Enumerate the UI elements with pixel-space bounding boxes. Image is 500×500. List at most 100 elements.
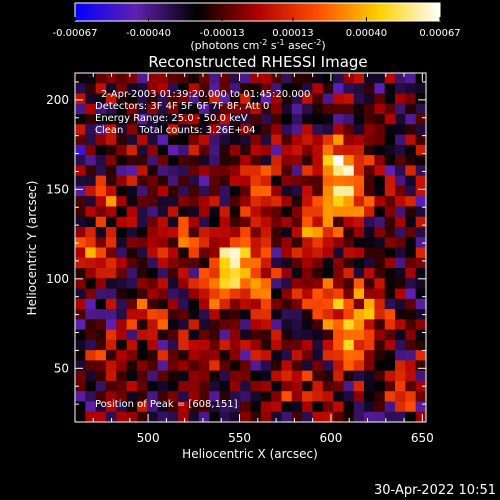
heatmap-cell (85, 298, 97, 310)
heatmap-cell (291, 114, 303, 125)
heatmap-cell (374, 216, 386, 228)
x-tick-label: 650 (411, 431, 434, 445)
heatmap-cell (343, 237, 355, 249)
heatmap-cell (209, 196, 221, 208)
heatmap-cell (343, 247, 355, 259)
heatmap-cell (322, 216, 334, 228)
heatmap-cell (312, 216, 324, 228)
heatmap-cell (75, 124, 86, 136)
heatmap-cell (291, 175, 303, 187)
heatmap-cell (95, 114, 107, 125)
heatmap-cell (167, 114, 179, 125)
heatmap-cell (75, 103, 86, 115)
heatmap-cell (312, 185, 324, 197)
heatmap-cell (105, 401, 117, 413)
heatmap-cell (374, 401, 386, 413)
heatmap-cell (167, 350, 179, 362)
heatmap-cell (136, 134, 148, 146)
colorbar-tick-label: -0.00040 (126, 28, 171, 39)
heatmap-cell (147, 339, 159, 351)
heatmap-cell (260, 247, 272, 259)
heatmap-cell (405, 329, 417, 341)
heatmap-cell (281, 319, 293, 331)
heatmap-cell (116, 93, 128, 105)
heatmap-cell (312, 175, 324, 187)
heatmap-cell (312, 319, 324, 331)
heatmap-cell (126, 93, 138, 105)
colorbar-tick-label: 0.00067 (419, 28, 460, 39)
heatmap-cell (415, 155, 426, 166)
heatmap-cell (229, 175, 241, 187)
heatmap-cell (229, 298, 241, 310)
heatmap-cell (157, 237, 169, 249)
heatmap-cell (291, 329, 303, 341)
heatmap-cell (209, 144, 221, 156)
heatmap-cell (322, 298, 334, 310)
heatmap-cell (415, 247, 426, 259)
heatmap-cell (343, 216, 355, 228)
heatmap-cell (384, 298, 396, 310)
heatmap-cell (188, 319, 200, 331)
heatmap-cell (322, 319, 334, 331)
heatmap-cell (260, 380, 272, 392)
heatmap-cell (333, 226, 345, 238)
heatmap-cell (178, 226, 190, 238)
heatmap-cell (75, 155, 86, 166)
heatmap-cell (188, 155, 200, 166)
heatmap-cell (405, 144, 417, 156)
heatmap-cell (364, 93, 375, 105)
heatmap-cell (157, 155, 169, 166)
heatmap-cell (291, 247, 303, 259)
heatmap-cell (116, 134, 128, 146)
heatmap-cell (260, 114, 272, 125)
heatmap-cell (302, 83, 314, 95)
heatmap-cell (312, 370, 324, 382)
heatmap-cell (333, 401, 345, 413)
heatmap-cell (384, 165, 396, 177)
heatmap-cell (136, 360, 148, 372)
heatmap-cell (302, 350, 314, 362)
heatmap-cell (157, 103, 169, 115)
heatmap-cell (271, 103, 283, 115)
heatmap-cell (126, 185, 138, 197)
y-tick-label: 50 (54, 361, 69, 375)
heatmap-cell (415, 288, 426, 300)
heatmap-cell (384, 124, 396, 136)
heatmap-cell (178, 339, 190, 351)
heatmap-cell (281, 391, 293, 403)
heatmap-cell (240, 350, 252, 362)
heatmap-cell (126, 144, 138, 156)
heatmap-cell (75, 278, 86, 290)
heatmap-cell (312, 329, 324, 341)
heatmap-cell (198, 114, 210, 125)
heatmap-cell (198, 391, 210, 403)
heatmap-cell (240, 288, 252, 300)
heatmap-cell (209, 319, 221, 331)
heatmap-cell (178, 309, 190, 320)
heatmap-cell (198, 103, 210, 115)
heatmap-cell (312, 350, 324, 362)
heatmap-cell (188, 350, 200, 362)
heatmap-cell (126, 73, 138, 84)
heatmap-cell (364, 134, 375, 146)
heatmap-cell (415, 309, 426, 320)
heatmap-cell (95, 226, 107, 238)
heatmap-cell (322, 237, 334, 249)
heatmap-cell (178, 103, 190, 115)
heatmap-cell (250, 339, 262, 351)
heatmap-cell (343, 257, 355, 269)
heatmap-cell (198, 298, 210, 310)
heatmap-cell (198, 226, 210, 238)
heatmap-cell (353, 380, 365, 392)
heatmap-cell (415, 185, 426, 197)
colorbar-tick-label: 0.00013 (272, 28, 313, 39)
heatmap-cell (364, 329, 375, 341)
heatmap-cell (95, 196, 107, 208)
heatmap-cell (116, 124, 128, 136)
heatmap-cell (229, 226, 241, 238)
heatmap-cell (395, 175, 406, 187)
heatmap-cell (405, 73, 417, 84)
heatmap-cell (136, 401, 148, 413)
heatmap-cell (250, 257, 262, 269)
heatmap-cell (209, 103, 221, 115)
